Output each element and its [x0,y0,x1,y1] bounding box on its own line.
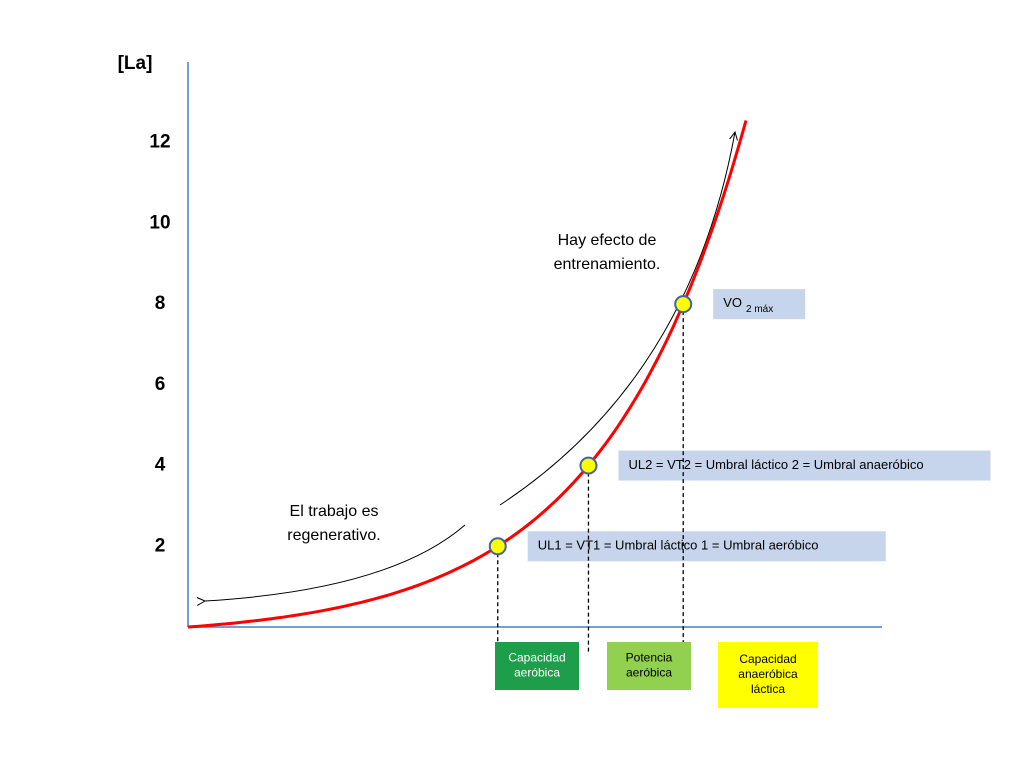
zone-label: aeróbica [626,666,672,680]
zone-label: Capacidad [508,651,565,665]
y-tick-label: 8 [155,293,166,314]
zone-box [718,642,818,708]
label-box [713,289,806,320]
y-axis-label: [La] [118,53,153,74]
zone-label: aeróbica [514,666,560,680]
arrow [499,132,735,506]
point-label-sub: 2 máx [746,304,773,315]
y-tick-label: 10 [149,212,170,233]
annotation: regenerativo. [287,527,380,544]
zone-label: Capacidad [739,652,796,666]
point-label-main: VO [723,296,742,311]
zone-box [607,642,691,690]
annotation: entrenamiento. [554,256,661,273]
annotation: Hay efecto de [558,232,657,249]
zone-box [495,642,579,690]
point-label: VO 2 máx [723,296,773,315]
y-tick-label: 12 [149,132,170,153]
lactate-curve [187,120,748,629]
y-tick-label: 6 [155,374,166,395]
point-label: UL1 = VT1 = Umbral láctico 1 = Umbral ae… [538,538,819,553]
arrow [205,524,466,601]
point [674,295,693,314]
point [579,456,598,475]
zone-label: láctica [751,682,785,696]
y-tick-label: 4 [155,455,166,476]
zone-label: anaeróbica [738,667,798,681]
annotation: El trabajo es [290,503,379,520]
label-box [618,450,991,481]
label-box [527,531,886,562]
point-label: UL2 = VT2 = Umbral láctico 2 = Umbral an… [628,457,923,472]
point [488,537,507,556]
zone-label: Potencia [626,651,673,665]
y-tick-label: 2 [155,535,166,556]
